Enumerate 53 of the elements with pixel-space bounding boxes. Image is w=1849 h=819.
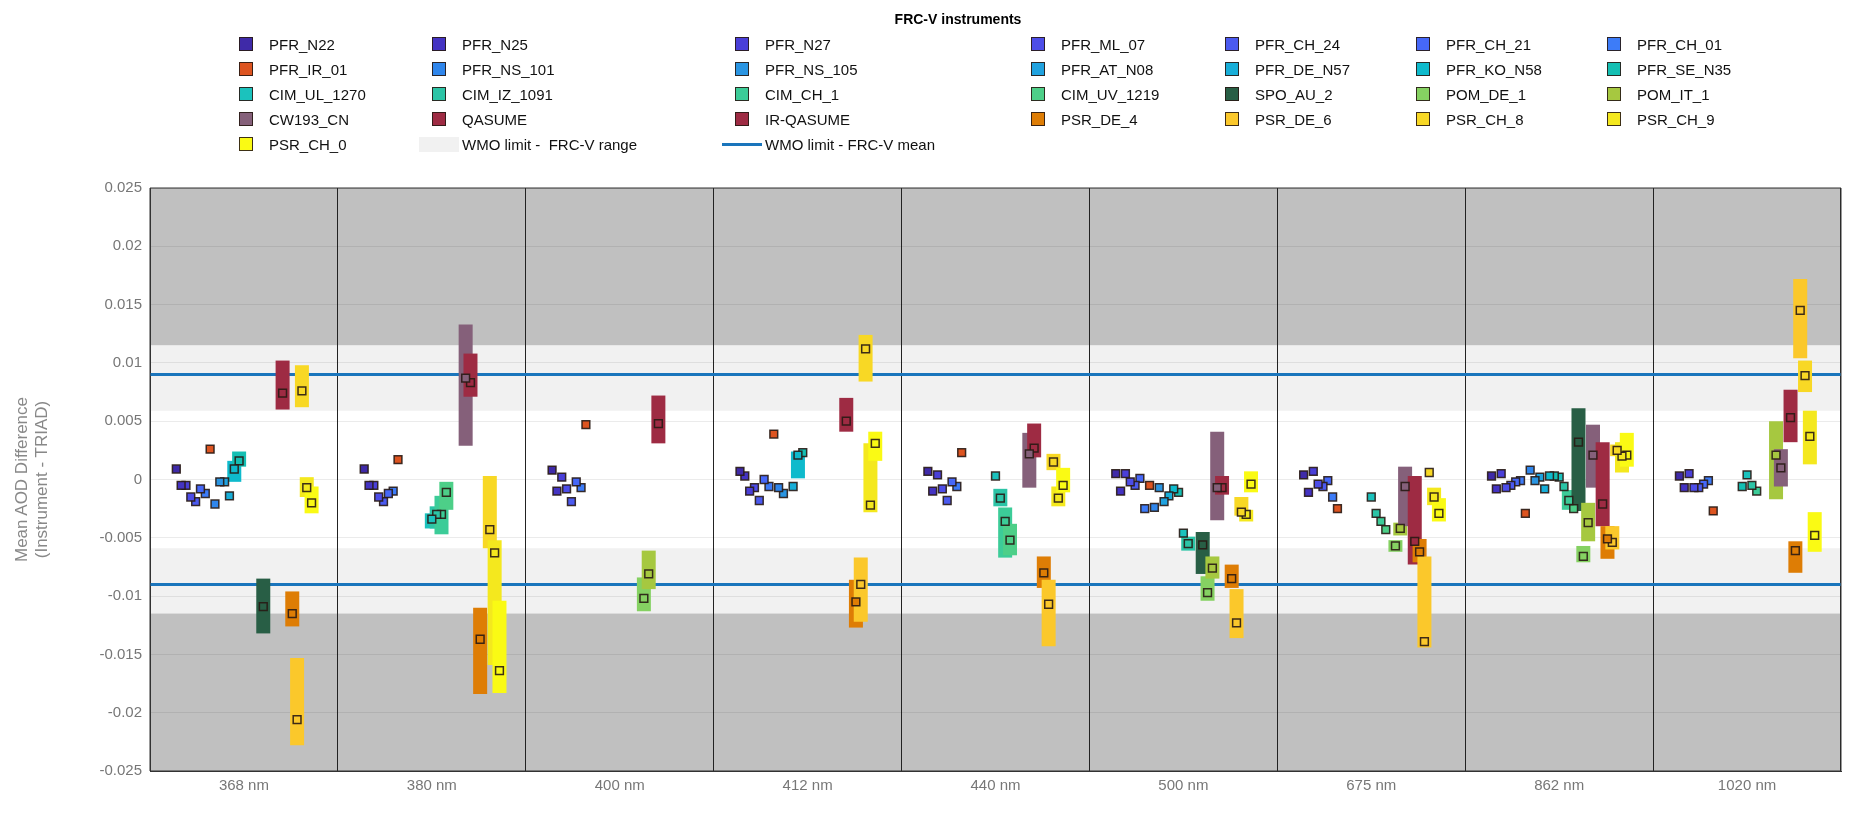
legend-label: CIM_CH_1 (765, 85, 840, 103)
legend-label: POM_IT_1 (1637, 85, 1710, 103)
legend-label: PFR_CH_01 (1637, 35, 1723, 53)
x-tick-label: 440 nm (970, 776, 1021, 794)
x-tick-label: 368 nm (218, 776, 269, 794)
legend-label: WMO limit - FRC-V mean (765, 135, 935, 153)
legend-label: PFR_IR_01 (269, 60, 348, 78)
legend-label: CIM_UV_1219 (1061, 85, 1160, 103)
chart-title: FRC-V instruments (893, 10, 1023, 29)
x-tick-label: 862 nm (1534, 776, 1585, 794)
x-tick-label: 380 nm (406, 776, 457, 794)
y-tick-label: 0.025 (104, 178, 142, 196)
legend-label: PFR_NS_105 (765, 60, 858, 78)
legend-label: QASUME (462, 110, 528, 128)
y-tick-label: 0.005 (104, 411, 142, 429)
legend-label: PSR_CH_0 (269, 135, 347, 153)
legend-label: PSR_CH_9 (1637, 110, 1715, 128)
legend-label: PFR_N22 (269, 35, 335, 53)
x-tick-label: 500 nm (1158, 776, 1209, 794)
legend-label: PSR_DE_4 (1061, 110, 1138, 128)
y-tick-label: -0.025 (99, 761, 142, 779)
y-tick-label: 0.01 (112, 353, 142, 371)
legend-label: PFR_N25 (462, 35, 528, 53)
x-tick-label: 675 nm (1346, 776, 1397, 794)
legend-label: CW193_CN (269, 110, 350, 128)
legend-label: IR-QASUME (765, 110, 851, 128)
y-tick-label: -0.02 (107, 702, 142, 720)
legend-label: PFR_KO_N58 (1446, 60, 1542, 78)
legend-label: CIM_UL_1270 (269, 85, 366, 103)
y-tick-label: 0.015 (104, 294, 142, 312)
y-tick-label: -0.005 (99, 527, 142, 545)
x-tick-label: 400 nm (594, 776, 645, 794)
legend-label: PFR_NS_101 (462, 60, 555, 78)
legend-label: SPO_AU_2 (1255, 85, 1333, 103)
y-tick-label: -0.015 (99, 644, 142, 662)
legend-label: POM_DE_1 (1446, 85, 1527, 103)
legend-label: PFR_DE_N57 (1255, 60, 1351, 78)
legend-label: PFR_SE_N35 (1637, 60, 1732, 78)
y-tick-label: 0.02 (112, 236, 142, 254)
legend-label: PFR_CH_24 (1255, 35, 1341, 53)
x-tick-label: 1020 nm (1717, 776, 1777, 794)
legend-label: PSR_DE_6 (1255, 110, 1332, 128)
y-tick-label: 0 (133, 469, 142, 487)
legend-label: PFR_N27 (765, 35, 831, 53)
legend-label: PFR_CH_21 (1446, 35, 1532, 53)
y-axis-title: Mean AOD Difference (Instrument - TRIAD) (11, 396, 52, 563)
legend-label: PFR_ML_07 (1061, 35, 1146, 53)
x-tick-label: 412 nm (782, 776, 833, 794)
legend-label: PSR_CH_8 (1446, 110, 1524, 128)
legend-label: PFR_AT_N08 (1061, 60, 1154, 78)
legend-label: WMO limit - FRC-V range (462, 135, 638, 153)
legend-label: CIM_IZ_1091 (462, 85, 553, 103)
y-tick-label: -0.01 (107, 586, 142, 604)
